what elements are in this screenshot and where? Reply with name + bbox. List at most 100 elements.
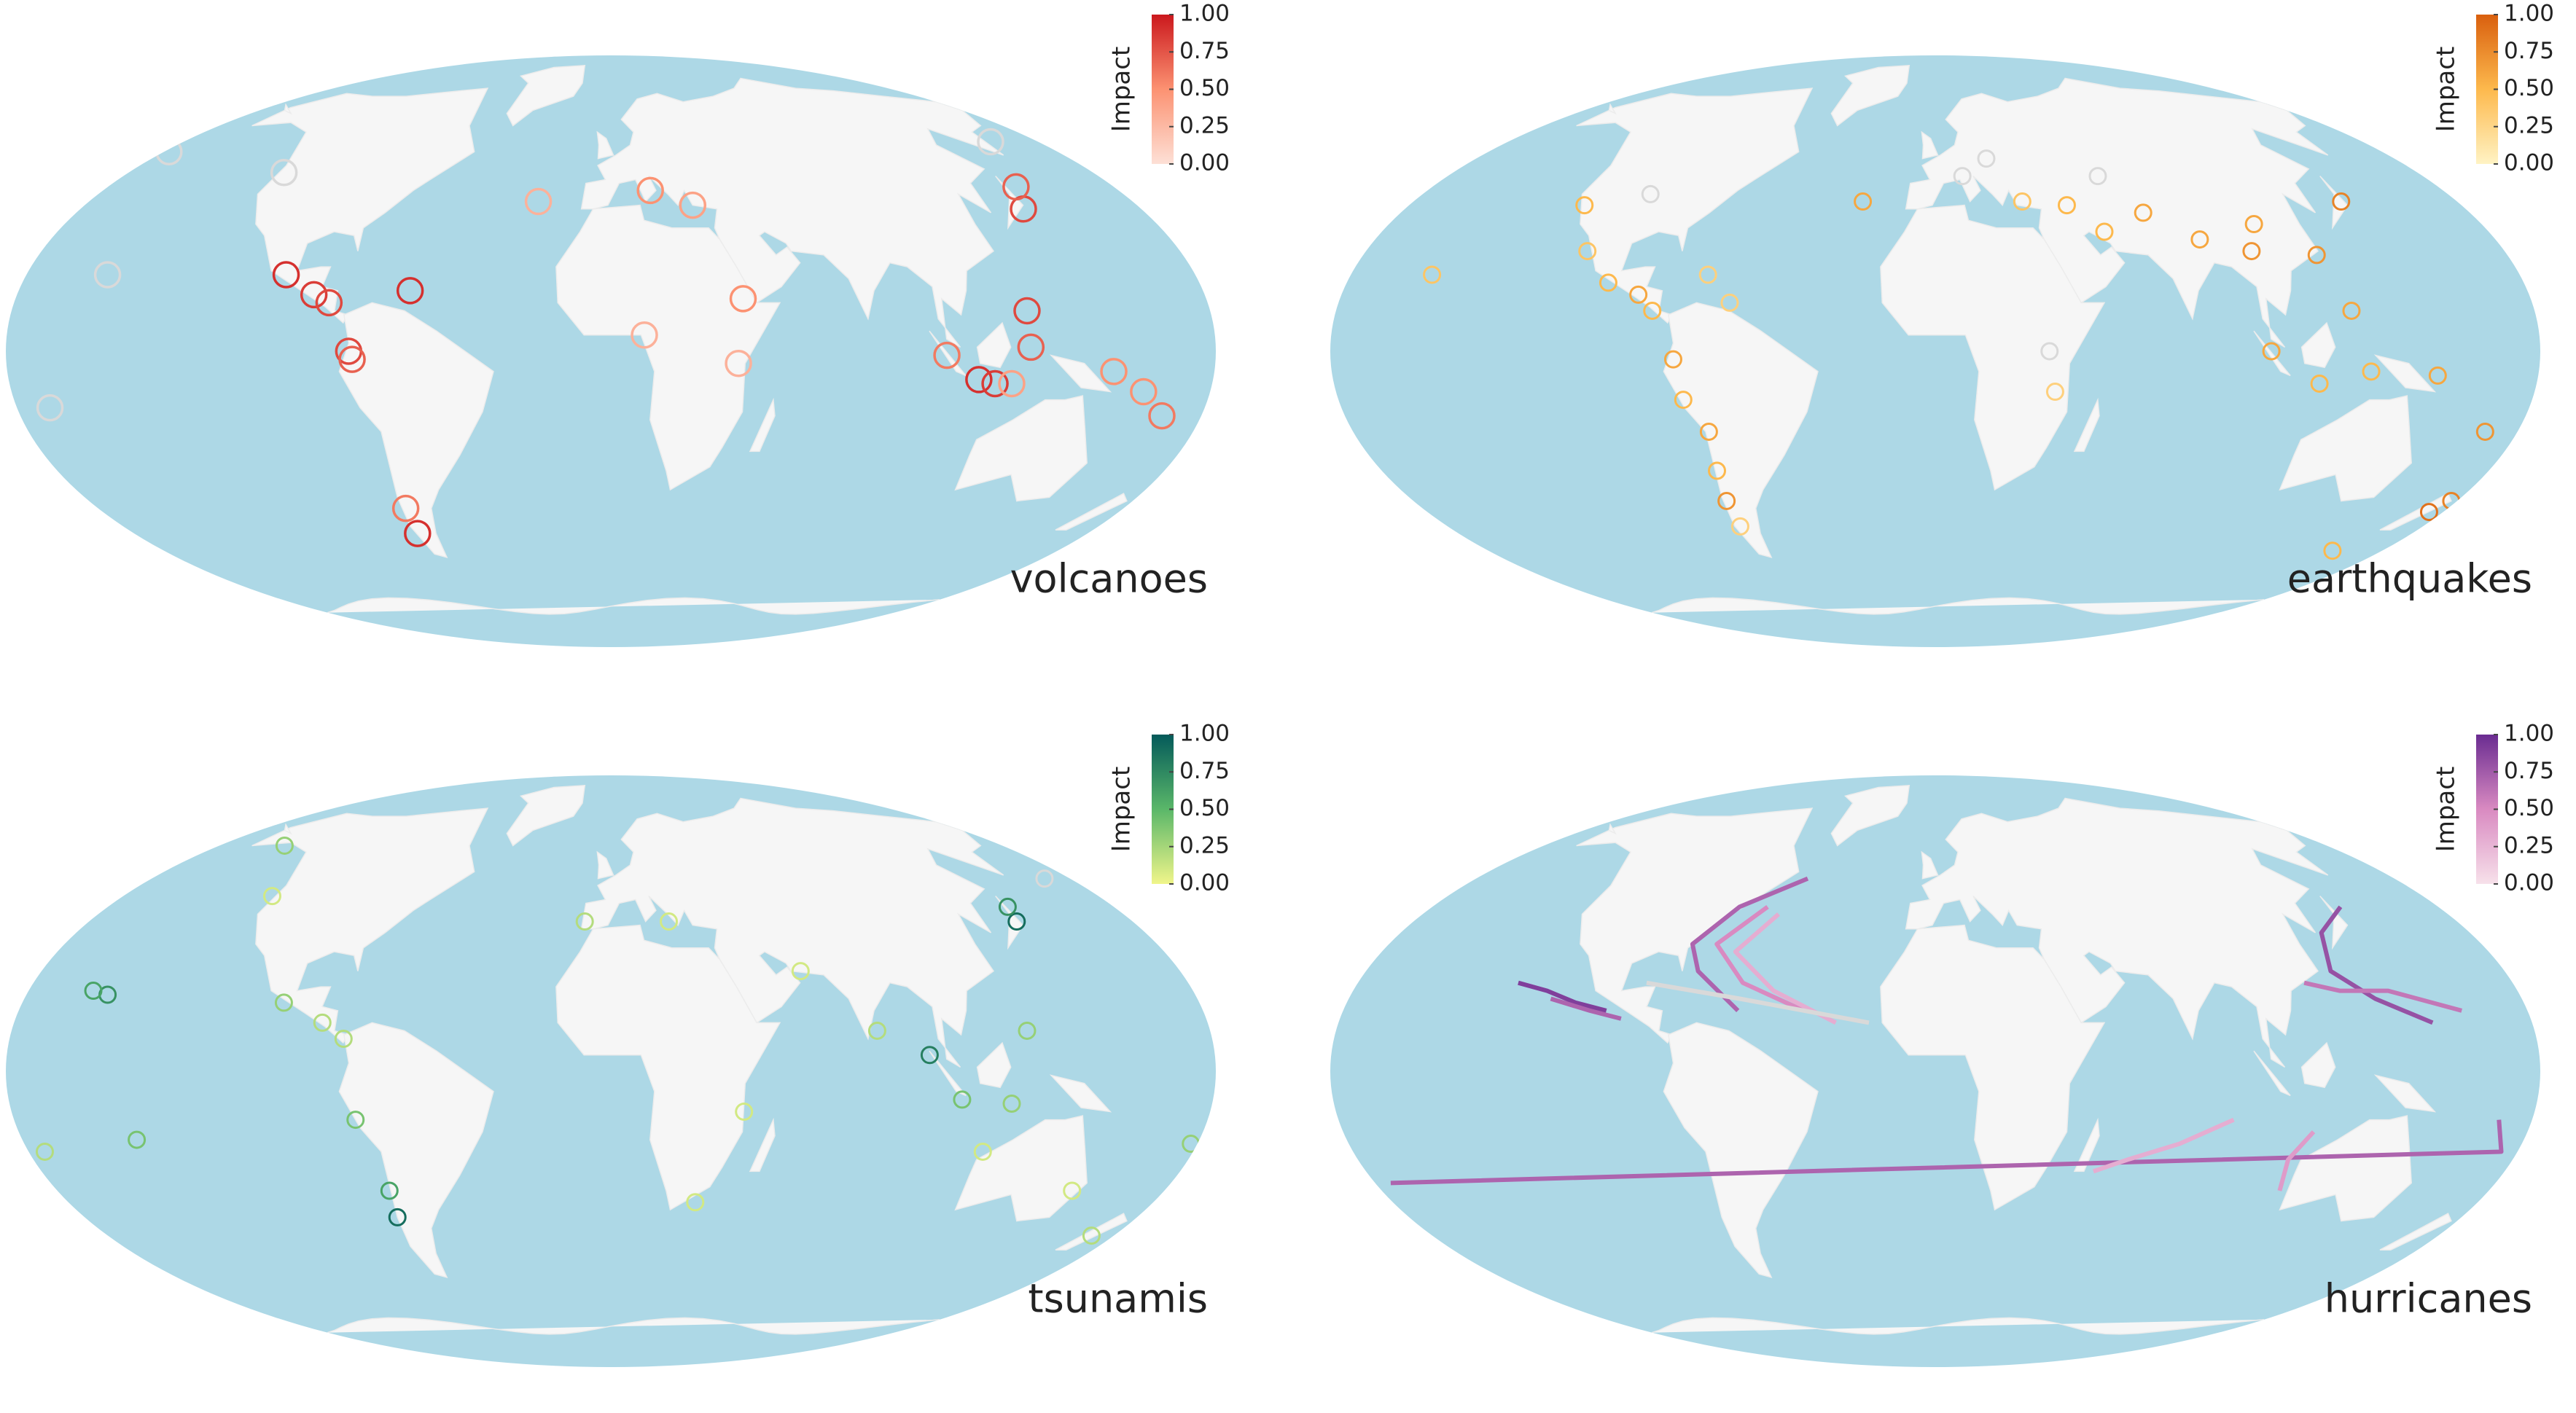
event-marker [35,1142,54,1161]
event-marker [679,191,707,219]
storm-track [2277,1130,2316,1191]
event-marker [2362,362,2381,381]
event-marker [1708,461,1727,480]
event-marker [725,349,752,377]
event-marker [1730,517,1749,536]
land [1663,1022,1819,1279]
land [929,1050,967,1097]
colorbar-tick-label: 0.00 [2504,870,2554,896]
event-marker [2307,246,2326,265]
land [327,597,940,615]
event-marker [315,289,343,317]
event-marker [275,836,294,855]
event-marker [270,159,298,187]
event-marker [2134,203,2152,222]
colorbar-tick-label: 0.50 [2504,75,2554,101]
event-marker [933,341,961,369]
event-marker [2323,541,2342,560]
event-marker [380,1181,399,1200]
land [976,321,1012,369]
land [1049,1074,1112,1113]
land [749,397,776,453]
event-marker [338,345,366,373]
land [1049,354,1112,393]
legend-title: Impact [2432,47,2461,133]
event-marker [272,261,300,289]
event-marker [981,369,1009,398]
colorbar-tick-label: 0.75 [2504,758,2554,784]
event-marker [1953,167,1972,186]
land [1905,797,2329,1068]
event-marker [2428,366,2447,385]
event-marker [2342,301,2361,320]
storm-track [1733,912,1837,1025]
land [1921,130,1939,160]
colorbar-tick-label: 0.25 [2504,832,2554,858]
event-marker [334,1030,353,1049]
event-marker [1641,184,1660,203]
event-marker [1717,491,1736,510]
event-marker [1643,301,1662,320]
storm-track [1390,1119,2504,1186]
legend-title: Impact [1107,767,1136,853]
land [954,395,1088,502]
map-panel: tsunamis 0.00 0.25 0.50 0.75 1.00 Impact [6,721,1230,1367]
land [555,204,781,491]
land [1608,823,1617,835]
event-marker [1018,1021,1037,1040]
event-marker [1423,265,1442,284]
event-marker [1063,1181,1082,1200]
event-marker [36,394,64,422]
event-marker [1854,192,1873,211]
land-layer [251,784,1128,1335]
event-marker [388,1207,407,1226]
event-marker [313,1013,332,1032]
event-marker [1148,402,1176,430]
land [954,1115,1088,1222]
land [2373,354,2437,393]
event-marker [2242,242,2261,261]
land [327,1317,940,1335]
event-marker [998,369,1026,398]
land [1055,493,1128,531]
colorbar-tick-label: 0.25 [1179,112,1230,138]
event-marker [84,982,103,1001]
event-marker [524,187,553,216]
panel-label: volcanoes [1010,556,1208,602]
event-marker [1002,173,1030,201]
land [2253,330,2291,377]
panel-label: earthquakes [2287,556,2532,602]
event-marker [686,1193,705,1212]
colorbar-tick-label: 0.25 [1179,832,1230,858]
land [506,64,586,127]
storm-track [1714,904,1805,1013]
event-marker [636,176,664,205]
event-marker [1599,273,1617,292]
land [2073,1117,2100,1173]
land [1651,1317,2265,1335]
land [2279,1115,2412,1222]
map-panel: volcanoes 0.00 0.25 0.50 0.75 1.00 Impact [6,1,1230,647]
land [1880,924,2106,1211]
event-marker [2475,422,2494,441]
event-marker [2310,374,2329,393]
land [2300,321,2336,369]
event-marker [346,1111,365,1130]
event-marker [735,1103,754,1122]
event-marker [2040,342,2059,361]
storm-track [2319,905,2434,1025]
event-marker [2244,214,2263,233]
land [2300,1041,2336,1089]
event-marker [128,1130,147,1149]
land-layer [1576,784,2452,1335]
event-marker [953,1090,972,1109]
colorbar-tick-label: 0.00 [1179,870,1230,896]
event-marker [920,1046,939,1065]
event-marker [1082,1226,1101,1245]
event-marker [791,962,810,981]
event-marker [973,1142,992,1161]
colorbar-tick-label: 0.50 [1179,75,1230,101]
event-marker [1699,422,1718,441]
marks [35,836,1201,1245]
